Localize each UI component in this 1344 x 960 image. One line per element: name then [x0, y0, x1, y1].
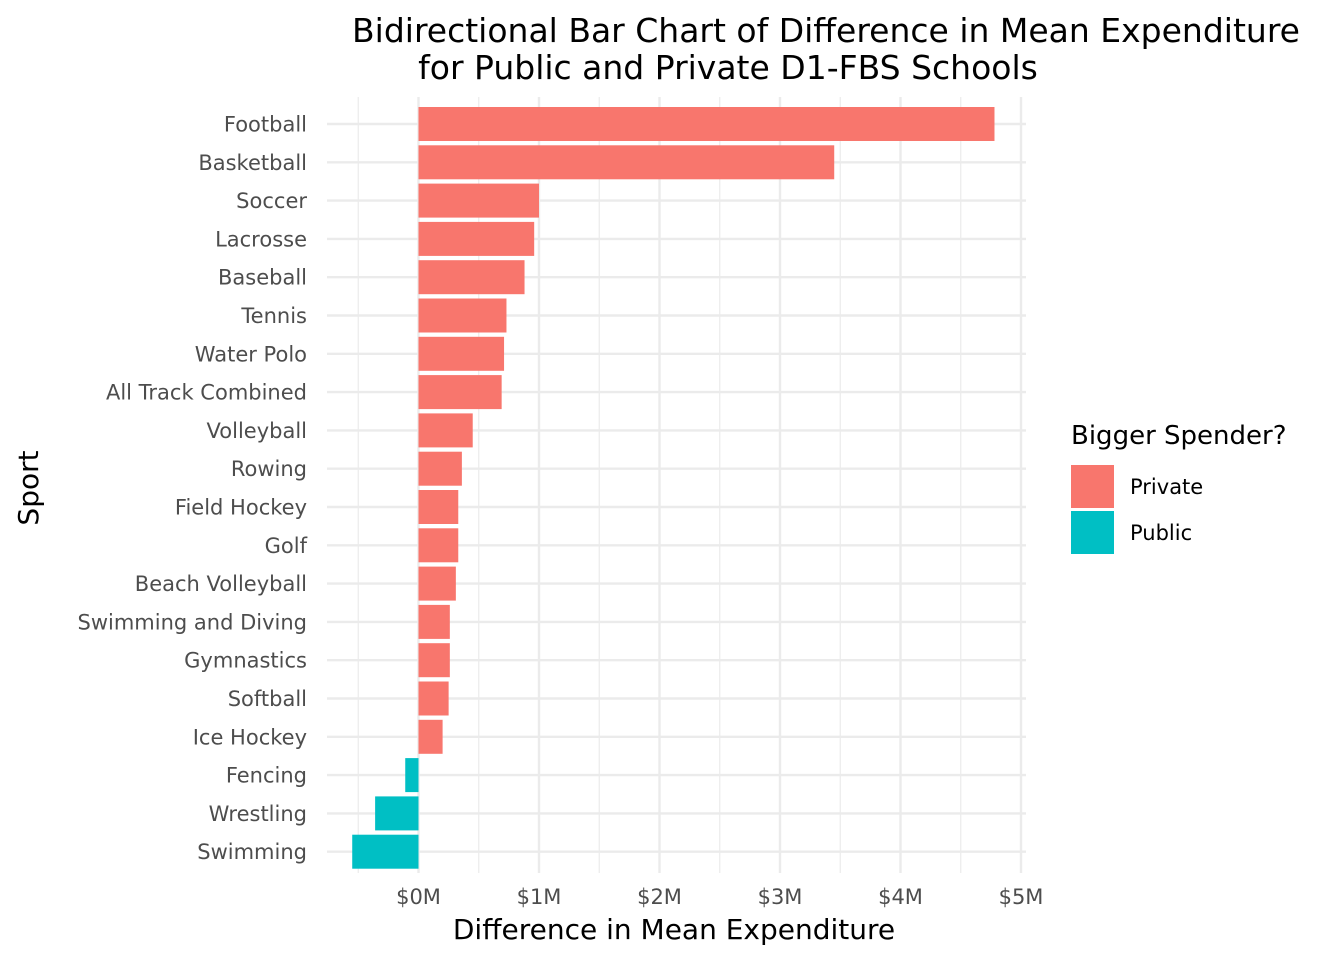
y-tick-label: Water Polo: [195, 342, 307, 366]
y-axis-title: Sport: [12, 450, 45, 525]
bar-basketball: [418, 145, 835, 180]
bar-swimming: [352, 834, 419, 869]
chart-title-line-1: Bidirectional Bar Chart of Difference in…: [352, 11, 1300, 50]
y-tick-label: Baseball: [218, 266, 307, 290]
y-tick-label: Ice Hockey: [193, 725, 307, 749]
y-tick-label: Swimming: [197, 840, 307, 864]
x-tick-label: $5M: [999, 885, 1044, 909]
y-tick-label: Softball: [228, 687, 307, 711]
chart-title-line-2: for Public and Private D1-FBS Schools: [418, 48, 1038, 87]
x-tick-label: $3M: [758, 885, 803, 909]
y-tick-label: Volleyball: [207, 419, 307, 443]
legend: Bigger Spender? Private Public: [1071, 421, 1287, 554]
bar-football: [418, 107, 995, 141]
y-tick-label: All Track Combined: [106, 381, 307, 405]
bar-rowing: [418, 451, 462, 486]
bar-soccer: [418, 183, 539, 218]
legend-swatch-public: [1071, 511, 1114, 554]
bar-all-track-combined: [418, 375, 502, 410]
y-tick-label: Basketball: [198, 151, 307, 175]
y-tick-label: Golf: [265, 534, 308, 558]
bar-fencing: [405, 758, 419, 793]
bar-volleyball: [418, 413, 473, 448]
bar-baseball: [418, 260, 525, 295]
legend-label-public: Public: [1130, 521, 1192, 545]
y-tick-labels: Football Basketball Soccer Lacrosse Baseball…: [78, 113, 308, 865]
x-tick-label: $0M: [396, 885, 441, 909]
legend-title: Bigger Spender?: [1071, 421, 1287, 451]
y-tick-label: Football: [224, 113, 307, 137]
bar-lacrosse: [418, 221, 535, 256]
bar-golf: [418, 528, 459, 563]
y-tick-label: Field Hockey: [175, 496, 307, 520]
bar-field-hockey: [418, 490, 459, 524]
x-tick-label: $4M: [878, 885, 923, 909]
x-tick-labels: $0M $1M $2M $3M $4M $5M: [396, 885, 1043, 909]
bar-swimming-and-diving: [418, 604, 450, 639]
bar-softball: [418, 681, 449, 716]
bar-tennis: [418, 298, 507, 333]
bar-gymnastics: [418, 643, 450, 678]
bars: [352, 107, 995, 869]
y-tick-label: Rowing: [231, 457, 307, 481]
legend-swatch-private: [1071, 465, 1114, 508]
x-tick-label: $2M: [637, 885, 682, 909]
x-tick-label: $1M: [517, 885, 562, 909]
y-tick-label: Swimming and Diving: [78, 610, 308, 634]
y-tick-label: Beach Volleyball: [135, 572, 307, 596]
y-tick-label: Tennis: [240, 304, 307, 328]
bar-water-polo: [418, 336, 505, 371]
bar-wrestling: [375, 796, 419, 831]
bar-beach-volleyball: [418, 566, 456, 601]
y-tick-label: Wrestling: [209, 802, 307, 826]
y-tick-label: Soccer: [236, 189, 307, 213]
y-tick-label: Lacrosse: [215, 227, 307, 251]
y-tick-label: Fencing: [226, 764, 307, 788]
bar-ice-hockey: [418, 719, 443, 754]
legend-label-private: Private: [1130, 475, 1203, 499]
y-tick-label: Gymnastics: [184, 649, 307, 673]
x-axis-title: Difference in Mean Expenditure: [453, 913, 895, 946]
